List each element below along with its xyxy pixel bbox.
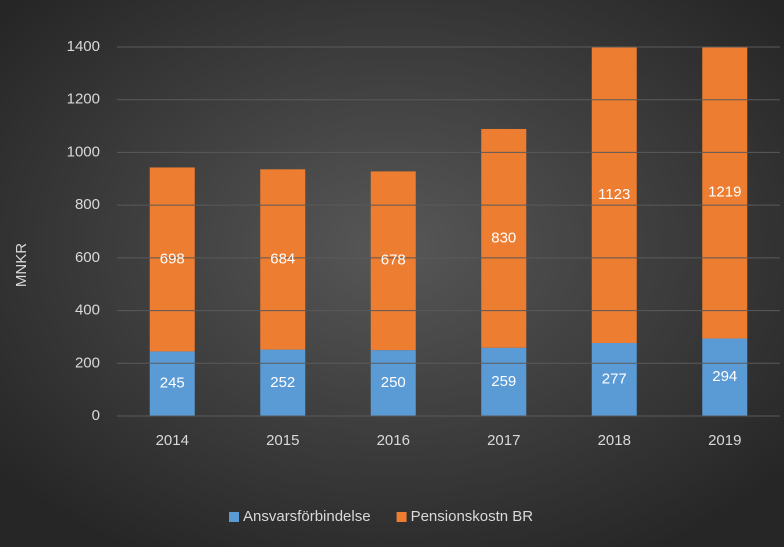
bar-segment: [149, 167, 195, 352]
y-tick-label: 1400: [67, 38, 100, 55]
data-label: 698: [160, 250, 185, 267]
data-label: 830: [491, 229, 516, 246]
data-label: 245: [160, 375, 185, 392]
data-label: 250: [381, 374, 406, 391]
legend-label: Pensionskostn BR: [411, 508, 534, 525]
x-tick-label: 2015: [266, 432, 299, 449]
data-label: 1219: [708, 184, 741, 201]
y-tick-label: 1000: [67, 143, 100, 160]
bar-segment: [481, 128, 527, 348]
y-tick-label: 0: [92, 407, 100, 424]
legend-swatch: [229, 512, 239, 522]
data-label: 277: [602, 370, 627, 387]
data-label: 684: [270, 250, 295, 267]
bar-segment: [260, 349, 306, 416]
data-label: 252: [270, 374, 295, 391]
x-tick-label: 2014: [156, 432, 189, 449]
y-tick-label: 1200: [67, 91, 100, 108]
bar-segment: [591, 47, 637, 343]
bar-segment: [702, 338, 748, 416]
legend-label: Ansvarsförbindelse: [243, 508, 371, 525]
plot-area: [149, 47, 748, 416]
data-label: 294: [712, 368, 737, 385]
x-tick-label: 2017: [487, 432, 520, 449]
bar-segment: [370, 350, 416, 416]
y-tick-label: 800: [75, 196, 100, 213]
legend-swatch: [396, 512, 407, 522]
y-tick-label: 400: [75, 302, 100, 319]
bar-segment: [481, 347, 527, 416]
bar-segment: [370, 171, 416, 351]
bar-segment: [260, 169, 306, 350]
bar-segment: [149, 351, 195, 416]
y-tick-label: 600: [75, 249, 100, 266]
x-tick-label: 2016: [377, 432, 410, 449]
bar-segment: [702, 47, 748, 339]
data-label: 1123: [598, 186, 630, 203]
data-label: 259: [491, 373, 516, 390]
y-axis-title: MNKR: [13, 243, 30, 287]
x-tick-label: 2018: [598, 432, 631, 449]
y-tick-label: 200: [75, 354, 100, 371]
data-label: 678: [381, 252, 406, 269]
bar-segment: [591, 342, 637, 416]
x-tick-label: 2019: [708, 432, 741, 449]
